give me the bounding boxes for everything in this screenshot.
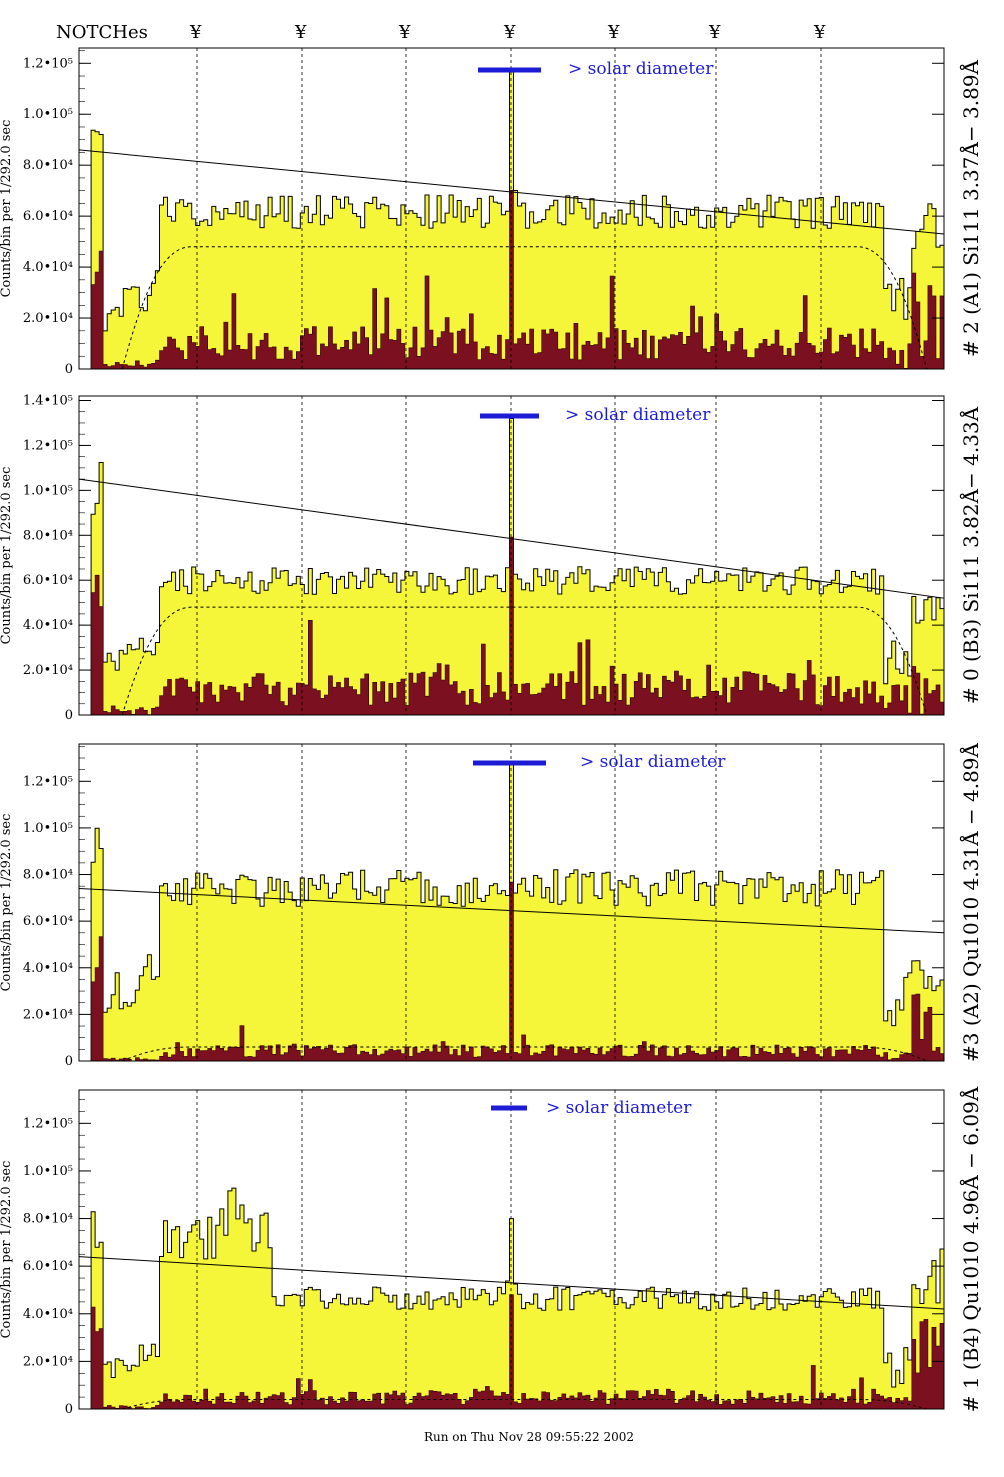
y-tick-label: 6.0•10⁴ (23, 209, 73, 224)
line-counts-area (79, 1294, 945, 1410)
y-tick-label: 4.0•10⁴ (23, 618, 73, 633)
model-curve (121, 246, 928, 370)
model-curve (122, 1046, 927, 1062)
y-tick-label: 8.0•10⁴ (23, 868, 73, 883)
trend-line (78, 478, 945, 599)
y-tick-label: 1.0•10⁵ (23, 483, 73, 498)
detector-label: # 0 (B3) Si111 3.82Å− 4.33Å (958, 406, 983, 704)
y-tick-label: 8.0•10⁴ (23, 1212, 73, 1227)
chart-panel-0: 0 2.0•10⁴ 4.0•10⁴ 6.0•10⁴ 8.0•10⁴ 1.0•10⁵ 1.2•… (0, 47, 983, 377)
line-counts-area (79, 536, 945, 716)
y-tick-label: 4.0•10⁴ (23, 1307, 73, 1322)
run-timestamp: Run on Thu Nov 28 09:55:22 2002 (424, 1430, 634, 1444)
y-tick-label: 1.0•10⁵ (23, 1164, 73, 1179)
chart-panels: 0 2.0•10⁴ 4.0•10⁴ 6.0•10⁴ 8.0•10⁴ 1.0•10⁵ 1.2•… (0, 47, 983, 1417)
y-tick-label: 0 (65, 362, 73, 377)
y-tick-label: 8.0•10⁴ (23, 158, 73, 173)
solar-diameter-label: > solar diameter (546, 1098, 692, 1118)
y-axis-label: Counts/bin per 1/292.0 sec (0, 814, 14, 992)
y-tick-label: 1.2•10⁵ (23, 774, 73, 789)
y-tick-label: 2.0•10⁴ (23, 1354, 73, 1369)
notch-glyph: ¥ (813, 22, 826, 43)
plot-frame (78, 1089, 945, 1410)
plot-frame (78, 395, 945, 716)
y-tick-label: 1.0•10⁵ (23, 821, 73, 836)
chart-panel-1: 0 2.0•10⁴ 4.0•10⁴ 6.0•10⁴ 8.0•10⁴ 1.0•10⁵ 1.2•… (0, 393, 983, 723)
y-tick-label: 2.0•10⁴ (23, 1007, 73, 1022)
y-tick-label: 4.0•10⁴ (23, 260, 73, 275)
y-tick-label: 1.0•10⁵ (23, 107, 73, 122)
trend-line (78, 1256, 945, 1310)
chart-panel-2: 0 2.0•10⁴ 4.0•10⁴ 6.0•10⁴ 8.0•10⁴ 1.0•10⁵ 1.2•… (0, 742, 983, 1069)
y-tick-label: 0 (65, 1054, 73, 1069)
y-axis-label: Counts/bin per 1/292.0 sec (0, 467, 14, 645)
trend-line (78, 149, 945, 235)
detector-label: # 2 (A1) Si111 3.37Å− 3.89Å (958, 59, 983, 357)
notches-label: NOTCHes (56, 22, 148, 43)
solar-diameter-label: > solar diameter (568, 59, 714, 79)
chart-panel-3: 0 2.0•10⁴ 4.0•10⁴ 6.0•10⁴ 8.0•10⁴ 1.0•10⁵ 1.2•… (0, 1086, 983, 1417)
y-axis-label: Counts/bin per 1/292.0 sec (0, 120, 14, 298)
y-axis-label: Counts/bin per 1/292.0 sec (0, 1161, 14, 1339)
y-tick-label: 6.0•10⁴ (23, 914, 73, 929)
notch-glyph: ¥ (708, 22, 721, 43)
y-tick-label: 1.2•10⁵ (23, 1116, 73, 1131)
notch-markers: ¥ ¥ ¥ ¥ ¥ ¥ ¥ (189, 22, 826, 43)
y-tick-label: 2.0•10⁴ (23, 311, 73, 326)
y-tick-label: 1.2•10⁵ (23, 438, 73, 453)
trend-line (78, 888, 945, 934)
notch-glyph: ¥ (607, 22, 620, 43)
plot-frame (78, 47, 945, 370)
notch-glyph: ¥ (398, 22, 411, 43)
y-tick-label: 0 (65, 1402, 73, 1417)
notch-glyph: ¥ (503, 22, 516, 43)
detector-label: #3 (A2) Qu1010 4.31Å − 4.89Å (958, 742, 983, 1061)
plot-frame (78, 743, 945, 1062)
notch-glyph: ¥ (294, 22, 307, 43)
model-curve (122, 1398, 927, 1410)
line-counts-area (79, 189, 945, 370)
y-tick-label: 2.0•10⁴ (23, 663, 73, 678)
y-tick-label: 4.0•10⁴ (23, 961, 73, 976)
model-curve (121, 606, 928, 716)
solar-diameter-label: > solar diameter (565, 405, 711, 425)
y-tick-label: 1.4•10⁵ (23, 393, 73, 408)
y-tick-label: 8.0•10⁴ (23, 528, 73, 543)
y-tick-label: 6.0•10⁴ (23, 573, 73, 588)
y-tick-label: 6.0•10⁴ (23, 1259, 73, 1274)
y-tick-label: 1.2•10⁵ (23, 56, 73, 71)
line-counts-area (79, 881, 945, 1062)
notch-glyph: ¥ (189, 22, 202, 43)
solar-diameter-label: > solar diameter (580, 752, 726, 772)
y-tick-label: 0 (65, 708, 73, 723)
detector-label: # 1 (B4) Qu1010 4.96Å − 6.09Å (958, 1086, 983, 1412)
